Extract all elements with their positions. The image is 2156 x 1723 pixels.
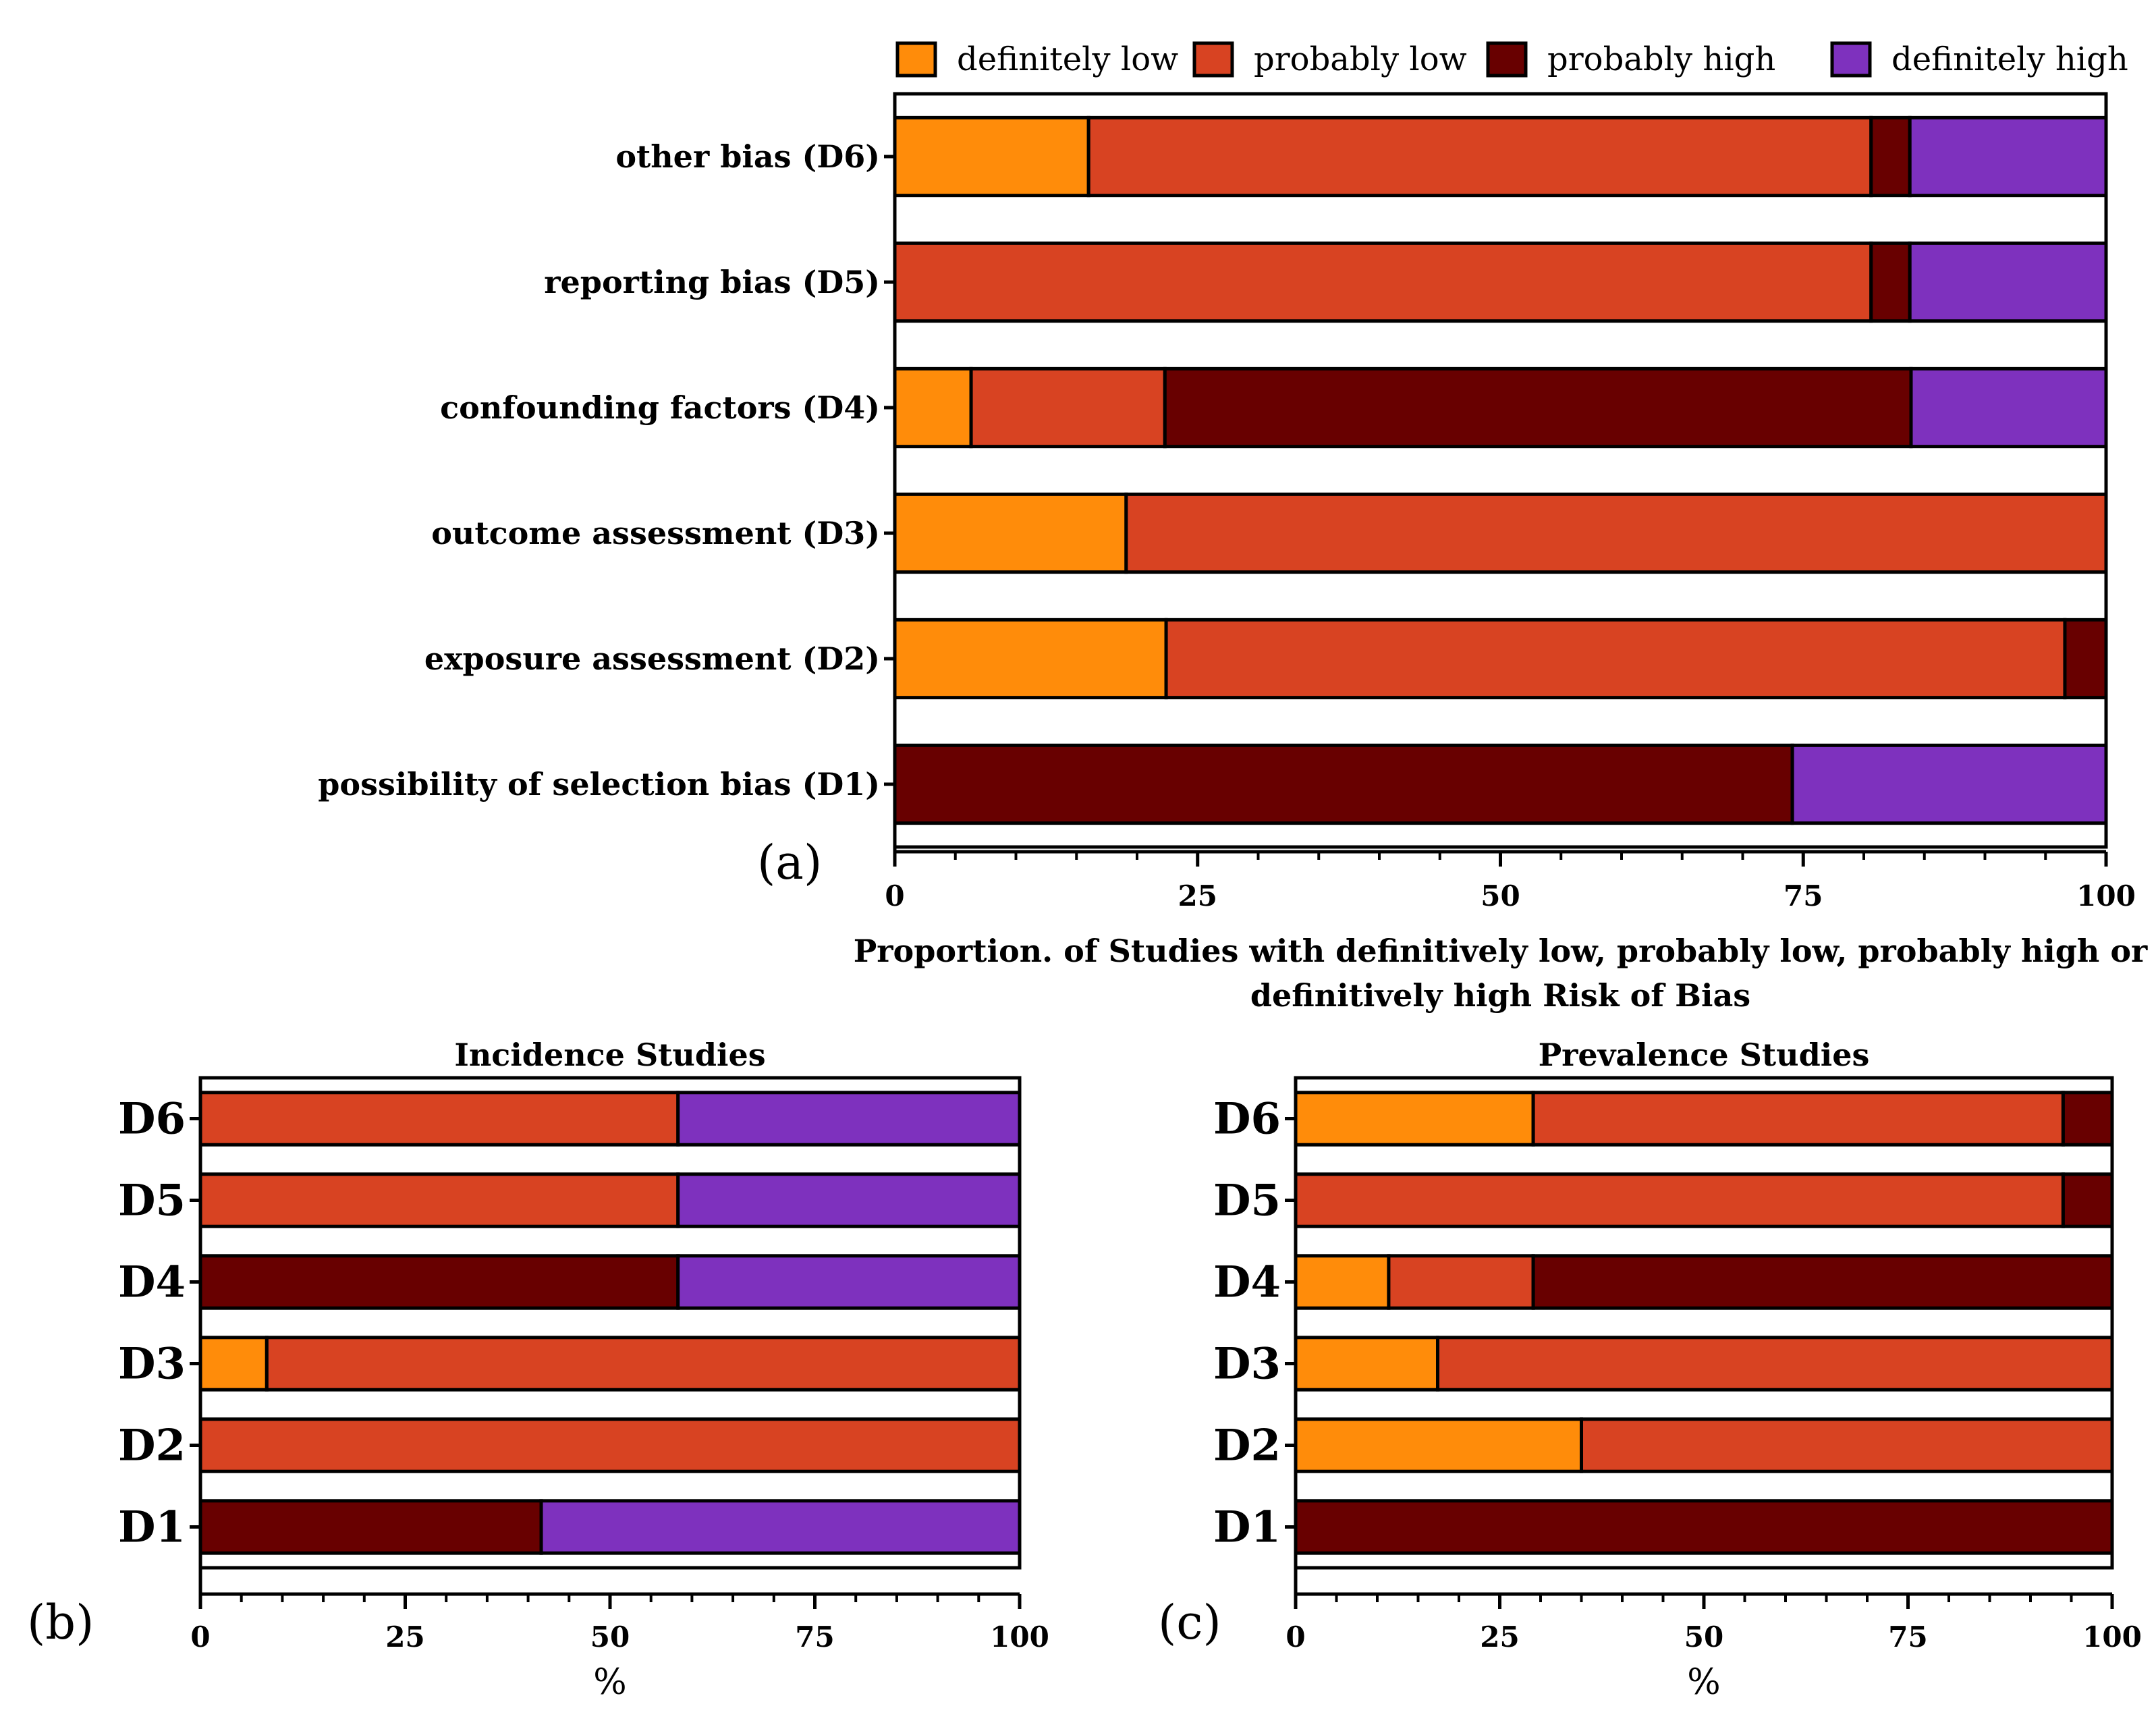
chart-a-x-tick-label-50: 50 [1481, 879, 1520, 912]
chart-c-category-label-d1: D1 [1213, 1502, 1281, 1553]
chart-b-bar-d1-probably-high [198, 1499, 543, 1555]
chart-c-bar-d6-definitely-low [1294, 1091, 1535, 1147]
chart-c-x-tick-label-100: 100 [2082, 1620, 2142, 1653]
chart-a-bar-possibility-of-selection-bias-d1-definitely-high [1790, 743, 2108, 825]
chart-b-bar-d5-probably-low [198, 1172, 680, 1228]
chart-b-bar-d6-definitely-high [676, 1091, 1022, 1147]
chart-c-x-tick-label-75: 75 [1888, 1620, 1927, 1653]
chart-a-x-tick-label-0: 0 [885, 879, 904, 912]
chart-b-bar-d6-probably-low [198, 1091, 680, 1147]
chart-b-title: Incidence Studies [454, 1037, 765, 1073]
chart-c-x-axis-label: % [1687, 1662, 1720, 1703]
panel-c-prevalence-chart: D6 D5 D4 D3 D2 D1 0 25 50 75 100 (c) Prevalence Stud… [1158, 1037, 2142, 1703]
chart-b-bar-d2-probably-low [198, 1417, 1022, 1473]
chart-a-bar-reporting-bias-d5-probably-high [1869, 241, 1912, 323]
chart-a-x-tick-label-100: 100 [2076, 879, 2136, 912]
chart-b-bar-d4-definitely-high [676, 1254, 1022, 1310]
chart-c-x-tick-label-25: 25 [1480, 1620, 1519, 1653]
chart-a-x-tick-label-75: 75 [1784, 879, 1823, 912]
chart-b-x-tick-label-100: 100 [990, 1620, 1049, 1653]
chart-a-bar-possibility-of-selection-bias-d1-probably-high [893, 743, 1794, 825]
chart-a-bar-other-bias-d6-probably-low [1086, 115, 1873, 198]
legend-swatch-definitely-low [895, 41, 937, 78]
chart-c-category-label-d5: D5 [1213, 1176, 1281, 1226]
legend-label-probably-low: probably low [1254, 40, 1467, 78]
chart-c-bar-d5-probably-high [2061, 1172, 2114, 1228]
chart-c-category-label-d4: D4 [1213, 1257, 1281, 1308]
chart-c-panel-label: (c) [1158, 1595, 1221, 1650]
chart-a-bar-exposure-assessment-d2-probably-low [1164, 618, 2067, 700]
chart-a-x-axis-label: Proportion. of Studies with definitively… [854, 933, 2148, 1014]
chart-b-category-label-d2: D2 [118, 1421, 186, 1471]
chart-b-bar-d1-definitely-high [539, 1499, 1022, 1555]
chart-a-category-label-exposure-assessment-d2: exposure assessment (D2) [424, 640, 880, 677]
chart-a-bar-other-bias-d6-probably-high [1869, 115, 1912, 198]
legend-label-probably-high: probably high [1547, 40, 1775, 78]
chart-c-bar-d4-definitely-low [1294, 1254, 1391, 1310]
chart-a-bar-confounding-factors-d4-probably-high [1163, 366, 1913, 449]
chart-a-category-label-confounding-factors-d4: confounding factors (D4) [440, 389, 880, 426]
chart-c-category-label-d3: D3 [1213, 1339, 1281, 1390]
chart-b-x-tick-label-50: 50 [590, 1620, 630, 1653]
chart-a-panel-label: (a) [757, 835, 822, 890]
chart-a-bar-outcome-assessment-d3-probably-low [1124, 492, 2108, 574]
chart-b-bar-d4-probably-high [198, 1254, 680, 1310]
chart-c-bar-d6-probably-low [1531, 1091, 2065, 1147]
chart-a-bar-outcome-assessment-d3-definitely-low [893, 492, 1128, 574]
chart-a-category-label-outcome-assessment-d3: outcome assessment (D3) [431, 515, 880, 551]
chart-b-bar-d3-probably-low [265, 1336, 1022, 1392]
chart-c-category-label-d6: D6 [1213, 1094, 1281, 1145]
chart-b-bar-d3-definitely-low [198, 1336, 269, 1392]
legend-swatch-probably-high [1486, 41, 1528, 78]
chart-c-bar-d2-probably-low [1580, 1417, 2114, 1473]
chart-b-x-tick-label-0: 0 [190, 1620, 210, 1653]
chart-a-bar-other-bias-d6-definitely-low [893, 115, 1090, 198]
chart-a-bar-reporting-bias-d5-probably-low [893, 241, 1873, 323]
chart-a-plot-frame [893, 92, 2108, 849]
legend-label-definitely-high: definitely high [1891, 40, 2128, 78]
chart-b-x-axis-label: % [593, 1662, 626, 1703]
chart-b-category-label-d3: D3 [118, 1339, 186, 1390]
chart-a-bar-confounding-factors-d4-definitely-high [1909, 366, 2108, 449]
chart-a-category-label-other-bias-d6: other bias (D6) [615, 138, 880, 175]
chart-c-category-label-d2: D2 [1213, 1421, 1281, 1471]
chart-b-bar-d5-definitely-high [676, 1172, 1022, 1228]
chart-c-bar-d5-probably-low [1294, 1172, 2065, 1228]
chart-a-x-tick-label-25: 25 [1178, 879, 1217, 912]
chart-a-bar-exposure-assessment-d2-definitely-low [893, 618, 1168, 700]
chart-c-x-tick-label-50: 50 [1684, 1620, 1723, 1653]
panel-b-incidence-chart: D6 D5 D4 D3 D2 D1 0 25 50 75 100 (b) Incidence Studi… [27, 1037, 1049, 1703]
legend-swatch-probably-low [1192, 41, 1234, 78]
chart-b-panel-label: (b) [27, 1595, 94, 1650]
legend: definitely low probably low probably high d… [895, 40, 2128, 78]
chart-a-bar-confounding-factors-d4-definitely-low [893, 366, 973, 449]
chart-a-bar-other-bias-d6-definitely-high [1908, 115, 2108, 198]
chart-c-x-tick-label-0: 0 [1286, 1620, 1305, 1653]
chart-c-bar-d4-probably-high [1531, 1254, 2114, 1310]
chart-c-bar-d4-probably-low [1387, 1254, 1535, 1310]
chart-a-bar-reporting-bias-d5-definitely-high [1908, 241, 2108, 323]
legend-swatch-definitely-high [1830, 41, 1872, 78]
chart-a-category-label-possibility-of-selection-bias-d1: possibility of selection bias (D1) [318, 766, 880, 802]
chart-b-plot-frame [198, 1076, 1022, 1570]
chart-a-category-label-reporting-bias-d5: reporting bias (D5) [544, 264, 880, 300]
chart-c-bar-d6-probably-high [2061, 1091, 2114, 1147]
chart-c-bar-d1-probably-high [1294, 1499, 2114, 1555]
chart-b-x-tick-label-25: 25 [385, 1620, 424, 1653]
panel-a-chart: other bias (D6) reporting bias (D5) confou… [318, 92, 2148, 1014]
chart-c-title: Prevalence Studies [1539, 1037, 1870, 1073]
chart-c-plot-frame [1294, 1076, 2114, 1570]
chart-c-bar-d2-definitely-low [1294, 1417, 1583, 1473]
legend-label-definitely-low: definitely low [957, 40, 1178, 78]
chart-b-category-label-d5: D5 [118, 1176, 186, 1226]
chart-c-bar-d3-probably-low [1436, 1336, 2114, 1392]
chart-b-category-label-d6: D6 [118, 1094, 186, 1145]
chart-b-x-tick-label-75: 75 [795, 1620, 834, 1653]
chart-c-bar-d3-definitely-low [1294, 1336, 1440, 1392]
chart-a-bar-exposure-assessment-d2-probably-high [2063, 618, 2108, 700]
chart-a-bar-confounding-factors-d4-probably-low [969, 366, 1167, 449]
chart-b-category-label-d4: D4 [118, 1257, 186, 1308]
chart-b-category-label-d1: D1 [118, 1502, 186, 1553]
